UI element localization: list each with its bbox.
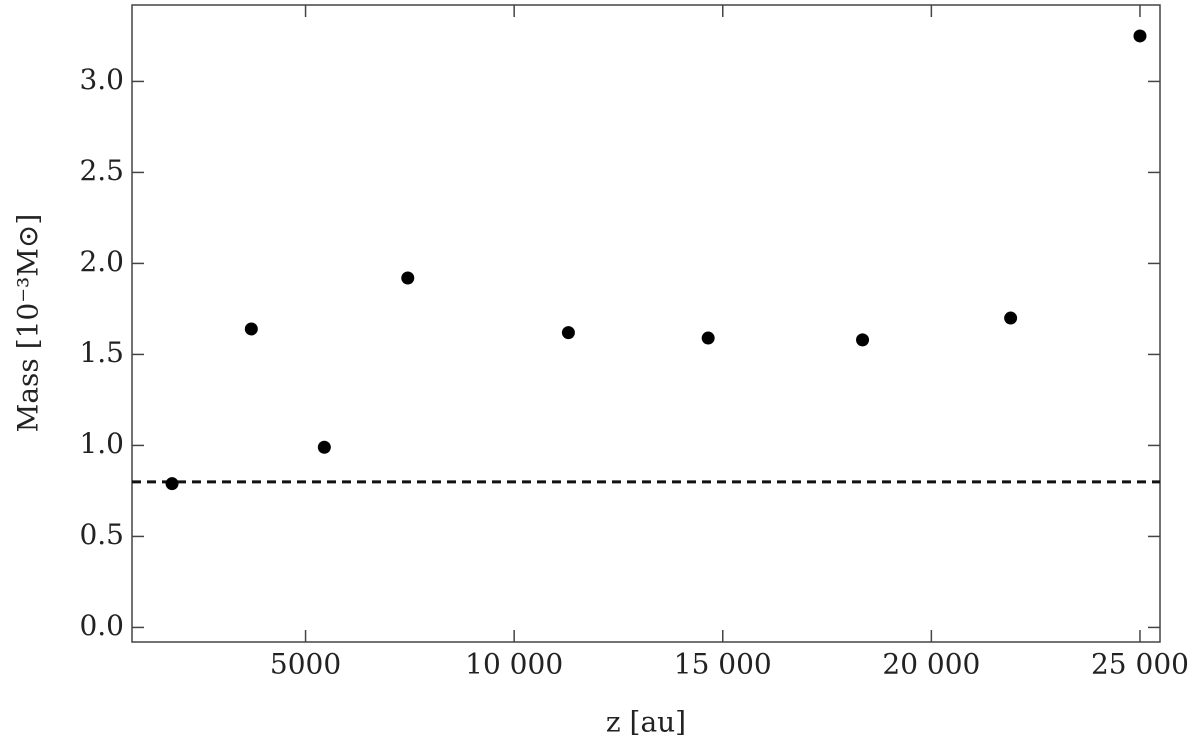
- x-tick-label: 5000: [270, 648, 341, 681]
- y-tick-label: 3.0: [79, 63, 124, 96]
- y-tick-label: 1.0: [79, 427, 124, 460]
- x-tick-label: 10 000: [465, 648, 563, 681]
- data-point: [701, 331, 715, 345]
- y-tick-label: 0.5: [79, 518, 124, 551]
- y-tick-label: 1.5: [79, 336, 124, 369]
- data-point: [317, 440, 331, 454]
- data-point: [1004, 311, 1018, 325]
- x-tick-label: 20 000: [882, 648, 980, 681]
- y-axis-label: Mass [10⁻³M⊙]: [12, 214, 45, 433]
- data-point: [244, 322, 258, 336]
- data-point: [561, 326, 575, 340]
- y-tick-label: 0.0: [79, 609, 124, 642]
- plot-frame: [131, 4, 1161, 643]
- y-tick-label: 2.5: [79, 154, 124, 187]
- data-point: [401, 271, 415, 285]
- data-point: [165, 477, 179, 491]
- y-tick-label: 2.0: [79, 245, 124, 278]
- data-point: [1133, 29, 1147, 43]
- x-tick-label: 15 000: [674, 648, 772, 681]
- x-axis-label: z [au]: [606, 706, 686, 739]
- x-tick-label: 25 000: [1091, 648, 1189, 681]
- data-point: [856, 333, 870, 347]
